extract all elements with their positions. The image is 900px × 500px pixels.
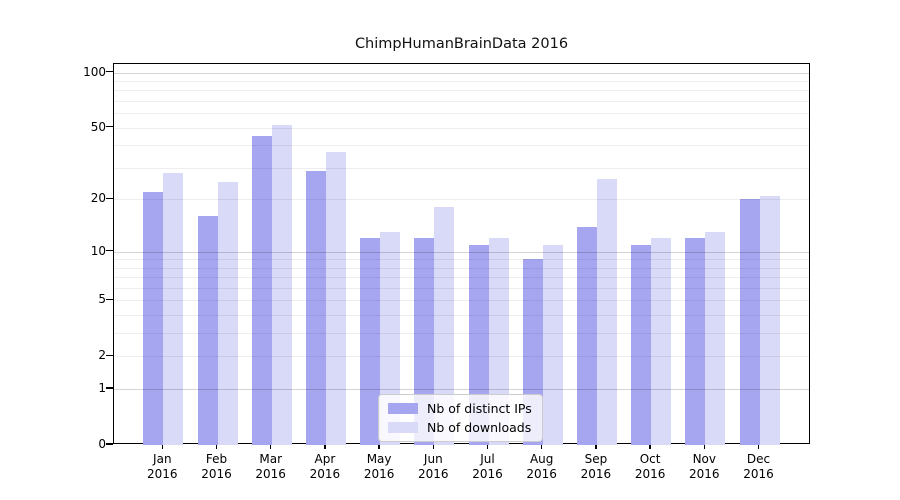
x-axis-label-month: Aug: [529, 452, 554, 466]
legend-swatch-downloads: [388, 422, 418, 433]
y-axis-tick: [106, 249, 113, 252]
x-axis-label-year: 2016: [201, 467, 232, 481]
legend-swatch-ips: [388, 403, 418, 414]
bar-ips-oct: [631, 244, 652, 445]
x-axis-label-year: 2016: [363, 467, 395, 481]
legend-label: Nb of distinct IPs: [427, 401, 532, 416]
legend-entry: Nb of downloads: [388, 420, 532, 435]
chart-title: ChimpHumanBrainData 2016: [354, 36, 569, 52]
x-axis-label-year: 2016: [580, 467, 612, 481]
y-axis-tick-label: 5: [98, 292, 106, 307]
x-axis-tick: [595, 444, 597, 449]
bar-downloads-mar: [271, 124, 292, 445]
bar-downloads-nov: [705, 232, 726, 445]
x-axis-tick: [541, 444, 543, 449]
x-axis-tick: [649, 444, 651, 449]
x-axis-label-month: Jul: [480, 452, 495, 466]
bar-downloads-sep: [596, 179, 617, 445]
y-axis-tick-label: 50: [90, 119, 106, 134]
bar-downloads-feb: [217, 182, 238, 445]
x-axis-label: Apr 2016: [290, 452, 360, 482]
x-axis-label: Feb 2016: [182, 452, 252, 482]
x-axis-tick: [486, 444, 489, 449]
y-axis-tick-label: 100: [83, 64, 106, 79]
x-axis-tick: [161, 444, 163, 449]
x-axis-label-year: 2016: [526, 467, 557, 481]
y-axis-tick: [106, 197, 113, 199]
legend-label: Nb of downloads: [427, 420, 532, 435]
x-axis-tick: [432, 444, 434, 449]
bar-downloads-jul: [488, 238, 509, 445]
plot-area: Nb of distinct IPs Nb of downloads: [113, 63, 810, 445]
x-axis-label-year: 2016: [147, 467, 178, 481]
y-axis-tick: [106, 298, 113, 301]
bar-ips-feb: [197, 216, 218, 445]
bar-downloads-jun: [434, 207, 455, 445]
x-axis-label: Jan 2016: [127, 452, 197, 482]
x-axis-label-month: Dec: [746, 452, 771, 466]
x-axis-label: Aug 2016: [507, 452, 577, 482]
y-axis-tick-label: 20: [90, 191, 106, 206]
y-axis-tick-label: 1: [98, 381, 106, 396]
x-axis-label: Mar 2016: [236, 452, 306, 482]
x-axis-label: Nov 2016: [669, 452, 739, 482]
x-axis-label-year: 2016: [472, 467, 503, 481]
bar-downloads-may: [380, 232, 401, 445]
legend: Nb of distinct IPs Nb of downloads: [378, 394, 543, 442]
x-axis-label: Dec 2016: [724, 452, 794, 482]
y-axis-tick-label: 2: [98, 348, 106, 363]
x-axis-label: Jun 2016: [398, 452, 468, 482]
x-axis-label-month: Jun: [423, 452, 443, 466]
bar-ips-mar: [251, 136, 272, 445]
x-axis-label-year: 2016: [689, 467, 720, 481]
x-axis-tick: [270, 444, 272, 449]
x-axis-label-year: 2016: [309, 467, 341, 481]
x-axis-label-year: 2016: [634, 467, 666, 481]
y-axis-tick-label: 0: [98, 437, 106, 451]
x-axis-label-month: Feb: [205, 452, 228, 466]
x-axis-tick: [324, 444, 326, 449]
bar-downloads-apr: [325, 151, 346, 445]
x-axis-label-month: May: [366, 452, 392, 466]
x-axis-label: Sep 2016: [561, 452, 631, 482]
x-axis-tick: [757, 444, 760, 449]
y-axis-tick: [106, 387, 113, 389]
x-axis-tick: [378, 444, 380, 449]
bars-layer: [114, 64, 809, 445]
y-axis-tick: [106, 443, 113, 445]
x-axis-tick: [215, 444, 218, 449]
x-axis-label-month: Nov: [692, 452, 716, 466]
x-axis-label-month: Sep: [584, 452, 608, 466]
bar-ips-dec: [739, 199, 760, 445]
bar-ips-apr: [305, 170, 326, 445]
bar-ips-jan: [143, 192, 164, 445]
x-axis-label-year: 2016: [255, 467, 286, 481]
bar-ips-may: [360, 238, 381, 445]
bar-downloads-dec: [759, 195, 780, 445]
y-axis-tick-label: 10: [90, 243, 106, 258]
x-axis-label-month: Mar: [259, 452, 282, 466]
x-axis-tick: [703, 444, 705, 449]
x-axis-label: May 2016: [344, 452, 414, 482]
bar-downloads-aug: [542, 244, 563, 445]
x-axis-label-year: 2016: [743, 467, 774, 481]
bar-ips-sep: [576, 226, 597, 445]
x-axis-label-year: 2016: [418, 467, 449, 481]
x-axis-label: Jul 2016: [453, 452, 523, 482]
x-axis-label-month: Oct: [639, 452, 661, 466]
bar-downloads-jan: [163, 173, 184, 445]
y-axis-tick: [106, 126, 113, 128]
bar-ips-jun: [414, 238, 435, 445]
y-axis-tick: [106, 354, 113, 357]
x-axis-label-month: Apr: [314, 452, 336, 466]
bar-ips-nov: [685, 238, 706, 445]
x-axis-label-month: Jan: [153, 452, 172, 466]
bar-downloads-oct: [651, 238, 672, 445]
y-axis-tick: [106, 70, 113, 73]
legend-entry: Nb of distinct IPs: [388, 401, 532, 416]
x-axis-label: Oct 2016: [615, 452, 685, 482]
